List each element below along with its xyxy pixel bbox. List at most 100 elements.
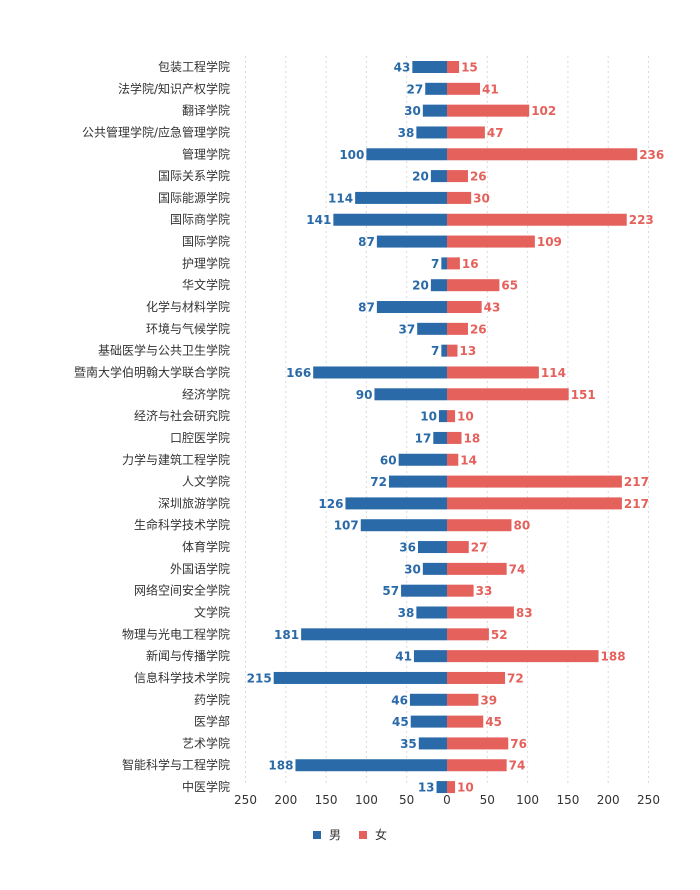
bar-male (366, 148, 447, 161)
bar-male (430, 279, 447, 292)
data-label-female: 10 (457, 410, 474, 424)
data-label-male: 36 (399, 541, 416, 555)
bar-male (422, 562, 447, 575)
x-tick-label: 50 (399, 793, 414, 807)
bar-female (447, 781, 456, 794)
bar-female (447, 301, 482, 314)
bar-male (418, 737, 447, 750)
data-label-female: 74 (509, 562, 526, 576)
bar-male (441, 257, 447, 270)
bar-male (422, 104, 447, 117)
data-label-female: 151 (571, 388, 596, 402)
data-label-male: 107 (334, 519, 359, 533)
bar-female (447, 541, 469, 554)
data-label-female: 41 (482, 82, 499, 96)
bar-male (438, 410, 447, 423)
category-label: 文学院 (194, 605, 230, 620)
data-label-female: 26 (470, 170, 487, 184)
data-label-female: 18 (464, 431, 481, 445)
bar-female (447, 235, 535, 248)
category-label: 管理学院 (182, 146, 230, 161)
x-tick-label: 100 (355, 793, 378, 807)
data-label-female: 188 (601, 650, 626, 664)
legend-swatch-male (312, 830, 321, 839)
bar-female (447, 104, 530, 117)
bar-male (333, 213, 447, 226)
category-label: 包装工程学院 (158, 59, 230, 74)
data-label-male: 114 (328, 191, 353, 205)
bar-male (360, 519, 447, 532)
data-label-female: 74 (509, 759, 526, 773)
x-tick-label: 200 (597, 793, 620, 807)
data-label-female: 16 (462, 257, 479, 271)
category-label: 新闻与传播学院 (146, 648, 230, 663)
data-label-female: 33 (476, 584, 493, 598)
data-label-male: 10 (420, 410, 437, 424)
category-label: 国际能源学院 (158, 190, 230, 205)
legend-label-male: 男 (328, 828, 341, 842)
category-label: 经济学院 (182, 386, 230, 401)
bar-male (301, 628, 447, 641)
bar-male (409, 693, 447, 706)
bar-male (413, 650, 447, 663)
x-tick-label: 150 (315, 793, 338, 807)
bar-female (447, 279, 500, 292)
bar-female (447, 410, 456, 423)
data-label-male: 35 (400, 737, 417, 751)
bar-male (417, 541, 447, 554)
data-label-male: 38 (398, 606, 415, 620)
data-label-male: 87 (358, 235, 375, 249)
category-label: 法学院/知识产权学院 (118, 81, 230, 96)
data-label-male: 46 (391, 693, 408, 707)
category-label: 信息科学技术学院 (134, 670, 230, 685)
data-label-female: 14 (460, 453, 477, 467)
data-label-male: 87 (358, 301, 375, 315)
bar-female (447, 650, 599, 663)
bar-female (447, 519, 512, 532)
bar-male (410, 715, 447, 728)
bar-female (447, 693, 479, 706)
category-label: 艺术学院 (182, 735, 230, 750)
category-label: 中医学院 (182, 779, 230, 794)
bar-male (416, 606, 447, 619)
bar-male (430, 170, 447, 183)
category-label: 国际学院 (182, 234, 230, 249)
data-label-male: 37 (398, 322, 415, 336)
data-label-female: 30 (473, 191, 490, 205)
data-label-male: 45 (392, 715, 409, 729)
category-label: 智能科学与工程学院 (122, 757, 230, 772)
bar-male (417, 322, 447, 335)
data-label-female: 72 (507, 671, 524, 685)
data-label-female: 52 (491, 628, 508, 642)
category-label: 基础医学与公共卫生学院 (98, 343, 230, 358)
category-label: 暨南大学伯明翰大学联合学院 (74, 364, 230, 379)
data-label-male: 41 (395, 650, 412, 664)
legend-item-male[interactable]: 男 (312, 826, 341, 843)
data-label-female: 45 (485, 715, 502, 729)
data-label-male: 141 (306, 213, 331, 227)
legend-item-female[interactable]: 女 (359, 826, 387, 843)
data-label-female: 43 (484, 301, 501, 315)
bar-male (401, 584, 447, 597)
bar-male (376, 235, 447, 248)
data-label-male: 30 (404, 562, 421, 576)
data-label-male: 13 (418, 781, 435, 795)
x-tick-label: 50 (480, 793, 495, 807)
bar-female (447, 191, 472, 204)
bar-female (447, 715, 484, 728)
bar-female (447, 170, 468, 183)
data-label-male: 38 (398, 126, 415, 140)
category-label: 国际商学院 (170, 212, 230, 227)
bar-male (345, 497, 447, 510)
bar-male (273, 671, 447, 684)
category-label: 外国语学院 (170, 561, 230, 576)
bar-male (436, 781, 447, 794)
x-tick-label: 0 (443, 793, 451, 807)
data-label-male: 7 (431, 257, 439, 271)
legend-label-female: 女 (375, 828, 388, 842)
category-label: 口腔医学院 (170, 430, 230, 445)
bar-female (447, 431, 462, 444)
data-label-male: 181 (274, 628, 299, 642)
bar-female (447, 388, 569, 401)
data-label-female: 27 (471, 541, 488, 555)
